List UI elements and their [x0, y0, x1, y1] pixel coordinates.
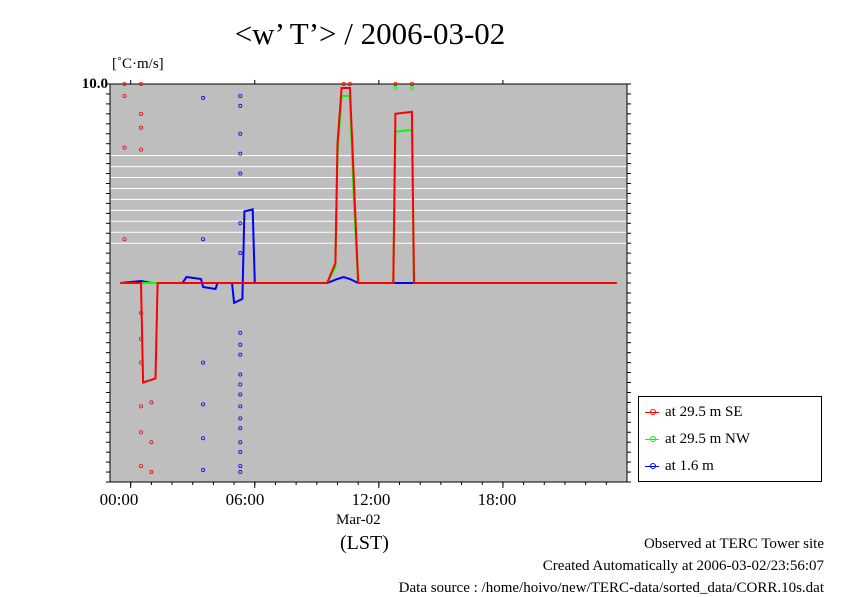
scatter-point — [139, 111, 144, 116]
scatter-point — [238, 330, 243, 335]
scatter-point — [238, 221, 243, 226]
legend-item-nw: at 29.5 m NW — [645, 428, 750, 450]
scatter-point — [139, 82, 144, 87]
scatter-point — [238, 352, 243, 357]
scatter-point — [149, 440, 154, 445]
scatter-point — [238, 440, 243, 445]
legend-label-se: at 29.5 m SE — [665, 403, 743, 420]
scatter-point — [393, 85, 398, 90]
scatter-point — [238, 103, 243, 108]
plot-frame — [109, 83, 628, 483]
scatter-point — [139, 125, 144, 130]
scatter-point — [139, 464, 144, 469]
scatter-point — [238, 93, 243, 98]
scatter-point — [201, 402, 206, 407]
scatter-point — [122, 82, 127, 87]
footer-observed: Observed at TERC Tower site — [643, 536, 824, 552]
x-tick-label: 00:00 — [99, 490, 139, 509]
scatter-point — [122, 237, 127, 242]
scatter-point — [238, 470, 243, 475]
scatter-point — [238, 450, 243, 455]
scatter-point — [238, 151, 243, 156]
scatter-point — [238, 382, 243, 387]
x-date-label: Mar-02 — [336, 512, 381, 528]
scatter-point — [393, 82, 398, 87]
footer-created: Created Automatically at 2006-03-02/23:5… — [542, 558, 824, 574]
legend-swatch-se — [645, 409, 659, 415]
scatter-point — [347, 82, 352, 87]
scatter-point — [139, 430, 144, 435]
series-line-0 — [120, 87, 617, 384]
scatter-point — [238, 464, 243, 469]
legend-label-low: at 1.6 m — [665, 457, 714, 474]
legend: at 29.5 m SE at 29.5 m NW at 1.6 m — [638, 396, 822, 482]
legend-swatch-nw — [645, 436, 659, 442]
chart-title: <w’ T’> / 2006-03-02 — [234, 16, 506, 51]
x-tick-label: 18:00 — [477, 490, 517, 509]
scatter-point — [409, 82, 414, 87]
scatter-point — [238, 251, 243, 256]
legend-item-low: at 1.6 m — [645, 455, 714, 477]
scatter-point — [238, 416, 243, 421]
scatter-point — [139, 404, 144, 409]
legend-swatch-low — [645, 463, 659, 469]
scatter-point — [238, 372, 243, 377]
scatter-point — [238, 342, 243, 347]
legend-label-nw: at 29.5 m NW — [665, 430, 750, 447]
y-unit-label: [˚C·m/s] — [112, 56, 164, 72]
x-tick-label: 12:00 — [351, 490, 391, 509]
scatter-point — [341, 82, 346, 87]
scatter-point — [122, 93, 127, 98]
scatter-point — [201, 95, 206, 100]
legend-item-se: at 29.5 m SE — [645, 401, 743, 423]
x-axis-label: (LST) — [340, 532, 389, 554]
scatter-point — [238, 131, 243, 136]
scatter-point — [238, 171, 243, 176]
footer-source: Data source : /home/hoivo/new/TERC-data/… — [398, 580, 824, 596]
x-tick-label: 06:00 — [225, 490, 265, 509]
scatter-point — [409, 85, 414, 90]
scatter-point — [122, 145, 127, 150]
scatter-point — [139, 147, 144, 152]
scatter-point — [149, 470, 154, 475]
scatter-point — [201, 468, 206, 473]
series-line-2 — [120, 208, 617, 305]
scatter-point — [238, 392, 243, 397]
scatter-point — [238, 426, 243, 431]
scatter-point — [238, 404, 243, 409]
scatter-point — [201, 360, 206, 365]
y-top-tick-label: 10.0 — [82, 76, 108, 92]
scatter-point — [201, 237, 206, 242]
scatter-point — [201, 436, 206, 441]
scatter-point — [149, 400, 154, 405]
